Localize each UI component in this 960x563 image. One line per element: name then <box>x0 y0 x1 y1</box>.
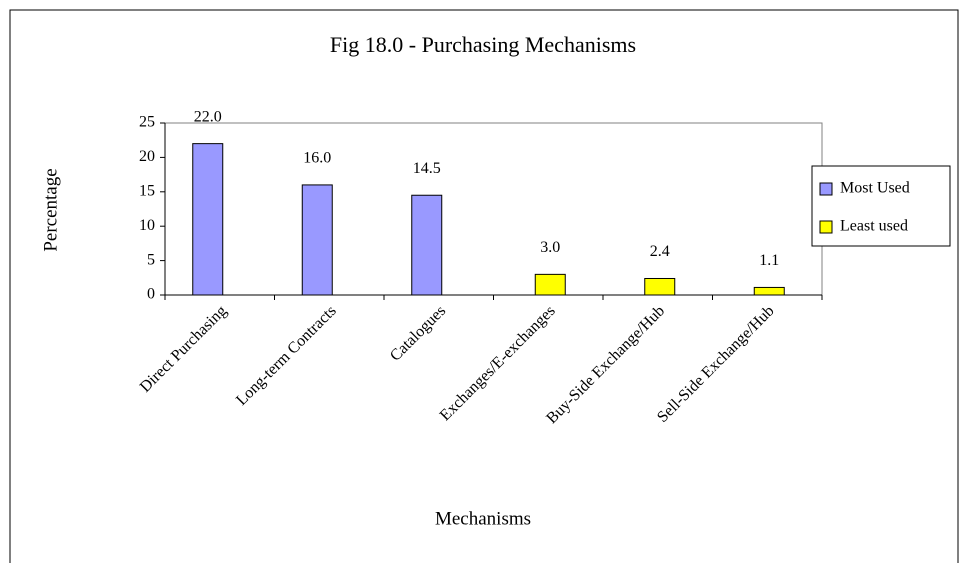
y-tick-label: 0 <box>147 286 155 303</box>
y-tick-label: 20 <box>139 148 155 165</box>
bar <box>644 277 676 296</box>
bar <box>301 184 333 296</box>
value-label: 16.0 <box>303 150 331 167</box>
legend-swatch <box>819 220 833 234</box>
bar <box>534 273 566 296</box>
value-label: 3.0 <box>540 239 560 256</box>
chart-frame <box>9 9 959 563</box>
y-tick-label: 15 <box>139 182 155 199</box>
chart-title: Fig 18.0 - Purchasing Mechanisms <box>330 32 636 57</box>
y-axis-label: Percentage <box>40 168 61 251</box>
value-label: 2.4 <box>650 243 670 260</box>
value-label: 1.1 <box>759 252 779 269</box>
value-label: 14.5 <box>413 160 441 177</box>
y-tick-label: 25 <box>139 114 155 131</box>
y-tick-label: 5 <box>147 251 155 268</box>
x-axis-label: Mechanisms <box>435 508 531 529</box>
value-label: 22.0 <box>194 108 222 125</box>
legend <box>811 165 951 247</box>
legend-label: Most Used <box>840 180 910 197</box>
bar <box>192 143 224 296</box>
legend-label: Least used <box>840 218 908 235</box>
bar <box>753 286 785 296</box>
legend-swatch <box>819 182 833 196</box>
y-tick-label: 10 <box>139 217 155 234</box>
bar <box>411 194 443 296</box>
